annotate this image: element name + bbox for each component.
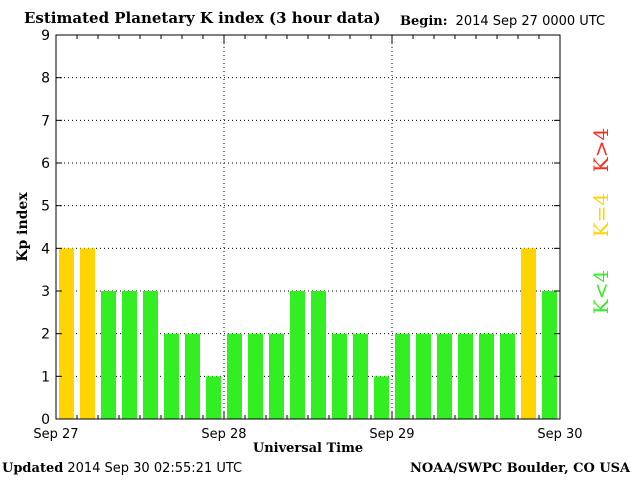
kp-bar <box>437 333 452 419</box>
kp-bar <box>500 333 515 419</box>
y-tick-label: 6 <box>41 156 50 172</box>
y-tick-label: 3 <box>41 284 50 300</box>
y-tick-label: 4 <box>41 241 50 257</box>
kp-bar <box>332 333 347 419</box>
kp-bar <box>458 333 473 419</box>
kp-bar <box>206 376 221 419</box>
legend-entry: K>4 <box>589 128 613 172</box>
kp-bar <box>227 333 242 419</box>
x-tick-label: Sep 28 <box>201 427 246 442</box>
chart-title: Estimated Planetary K index (3 hour data… <box>24 9 381 27</box>
kp-bar <box>164 333 179 419</box>
y-tick-label: 8 <box>41 71 50 87</box>
kp-bar <box>269 333 284 419</box>
kp-bar <box>353 333 368 419</box>
credit-text: NOAA/SWPC Boulder, CO USA <box>410 461 631 476</box>
kp-bar <box>374 376 389 419</box>
legend-entry: K=4 <box>589 193 613 237</box>
kp-bar <box>416 333 431 419</box>
kp-bar <box>143 291 158 419</box>
y-tick-label: 9 <box>41 28 50 44</box>
begin-time: Begin: 2014 Sep 27 0000 UTC <box>400 14 605 29</box>
y-tick-label: 2 <box>41 327 50 343</box>
kp-bar <box>290 291 305 419</box>
x-tick-label: Sep 27 <box>33 427 78 442</box>
updated-label: Updated <box>2 461 64 476</box>
kp-bar <box>80 248 95 419</box>
kp-bar <box>395 333 410 419</box>
kp-bar <box>542 291 557 419</box>
y-tick-label: 0 <box>41 412 50 428</box>
y-axis-label: Kp index <box>15 192 31 262</box>
kp-bar <box>185 333 200 419</box>
kp-bar <box>59 248 74 419</box>
begin-value: 2014 Sep 27 0000 UTC <box>455 14 606 29</box>
kp-bar <box>248 333 263 419</box>
kp-bar <box>101 291 116 419</box>
x-axis-label: Universal Time <box>253 441 363 456</box>
kp-bar <box>311 291 326 419</box>
kp-bar <box>122 291 137 419</box>
updated-value: 2014 Sep 30 02:55:21 UTC <box>67 461 243 476</box>
y-tick-label: 5 <box>41 199 50 215</box>
kp-bar <box>521 248 536 419</box>
x-tick-label: Sep 29 <box>369 427 414 442</box>
begin-label: Begin: <box>400 14 448 29</box>
updated-time: Updated 2014 Sep 30 02:55:21 UTC <box>2 461 242 476</box>
kp-bar <box>479 333 494 419</box>
y-tick-label: 7 <box>41 113 50 129</box>
x-tick-label: Sep 30 <box>537 427 582 442</box>
legend-entry: K<4 <box>589 270 613 314</box>
y-tick-label: 1 <box>41 369 50 385</box>
